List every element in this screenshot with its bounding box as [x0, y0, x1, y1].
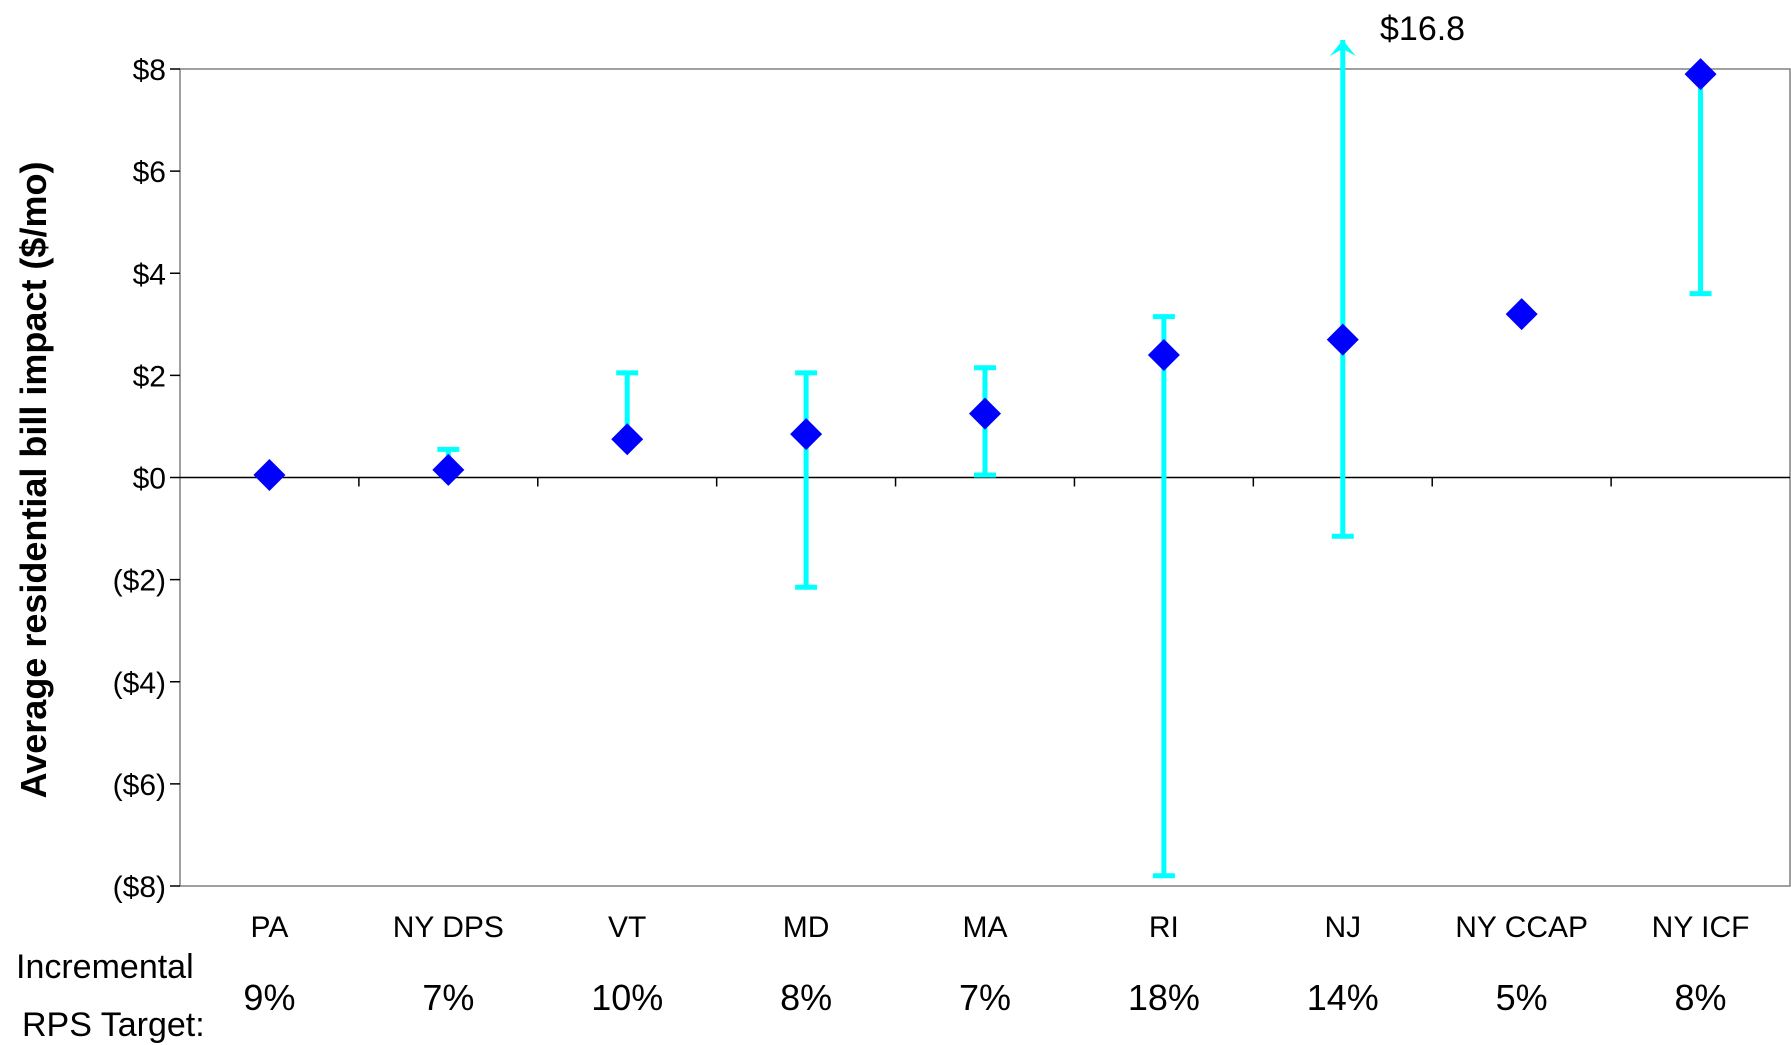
rps-target-label: 7%	[422, 977, 474, 1018]
rps-target-label: 18%	[1128, 977, 1200, 1018]
category-label: NY ICF	[1652, 911, 1750, 944]
category-label: MA	[963, 911, 1008, 944]
category-label: NY DPS	[393, 911, 504, 944]
y-tick-label: ($6)	[113, 769, 166, 802]
data-point-nj	[1326, 323, 1359, 356]
rps-target-label: 8%	[1675, 977, 1727, 1018]
row-label-line1: Incremental	[16, 948, 194, 986]
y-tick-label: ($4)	[113, 667, 166, 700]
category-labels: PA NY DPS VT MD MA RI NJ NY CCAP NY ICF	[251, 911, 1750, 944]
plot-area	[170, 68, 1791, 887]
data-point-md	[790, 418, 823, 451]
y-tick-label: ($2)	[113, 565, 166, 598]
rps-target-label: 8%	[780, 977, 832, 1018]
error-bars	[437, 40, 1712, 879]
y-tick-label: ($8)	[113, 871, 166, 904]
category-label: PA	[251, 911, 289, 944]
data-points	[253, 58, 1717, 491]
rps-target-label: 14%	[1307, 977, 1379, 1018]
y-tick-label: $4	[133, 258, 166, 291]
data-point-ma	[969, 397, 1001, 430]
rps-target-labels: 9% 7% 10% 8% 7% 18% 14% 5% 8%	[243, 977, 1726, 1018]
error-arrow	[1329, 40, 1356, 56]
data-point-pa	[253, 458, 286, 491]
category-label: VT	[608, 911, 646, 944]
overflow-annotation: $16.8	[1380, 10, 1465, 48]
rps-target-label: 10%	[591, 977, 663, 1018]
category-label: MD	[783, 911, 830, 944]
y-tick-labels: $8 $6 $4 $2 $0 ($2) ($4) ($6) ($8)	[113, 54, 166, 904]
data-point-ny-ccap	[1505, 298, 1538, 331]
y-tick-label: $6	[133, 156, 166, 189]
data-point-ny-dps	[432, 453, 465, 486]
category-label: NY CCAP	[1455, 911, 1588, 944]
y-axis-label: Average residential bill impact ($/mo)	[13, 162, 54, 799]
y-tick-label: $2	[133, 360, 166, 393]
data-point-ri	[1147, 338, 1180, 371]
data-point-vt	[611, 423, 644, 456]
data-point-ny-icf	[1684, 58, 1717, 91]
y-tick-label: $0	[133, 463, 166, 496]
rps-target-label: 7%	[959, 977, 1011, 1018]
row-label-line2: RPS Target:	[22, 1006, 205, 1044]
category-label: RI	[1149, 911, 1179, 944]
y-tick-label: $8	[133, 54, 166, 87]
rps-target-label: 5%	[1496, 977, 1548, 1018]
rps-target-label: 9%	[243, 977, 295, 1018]
category-label: NJ	[1324, 911, 1361, 944]
